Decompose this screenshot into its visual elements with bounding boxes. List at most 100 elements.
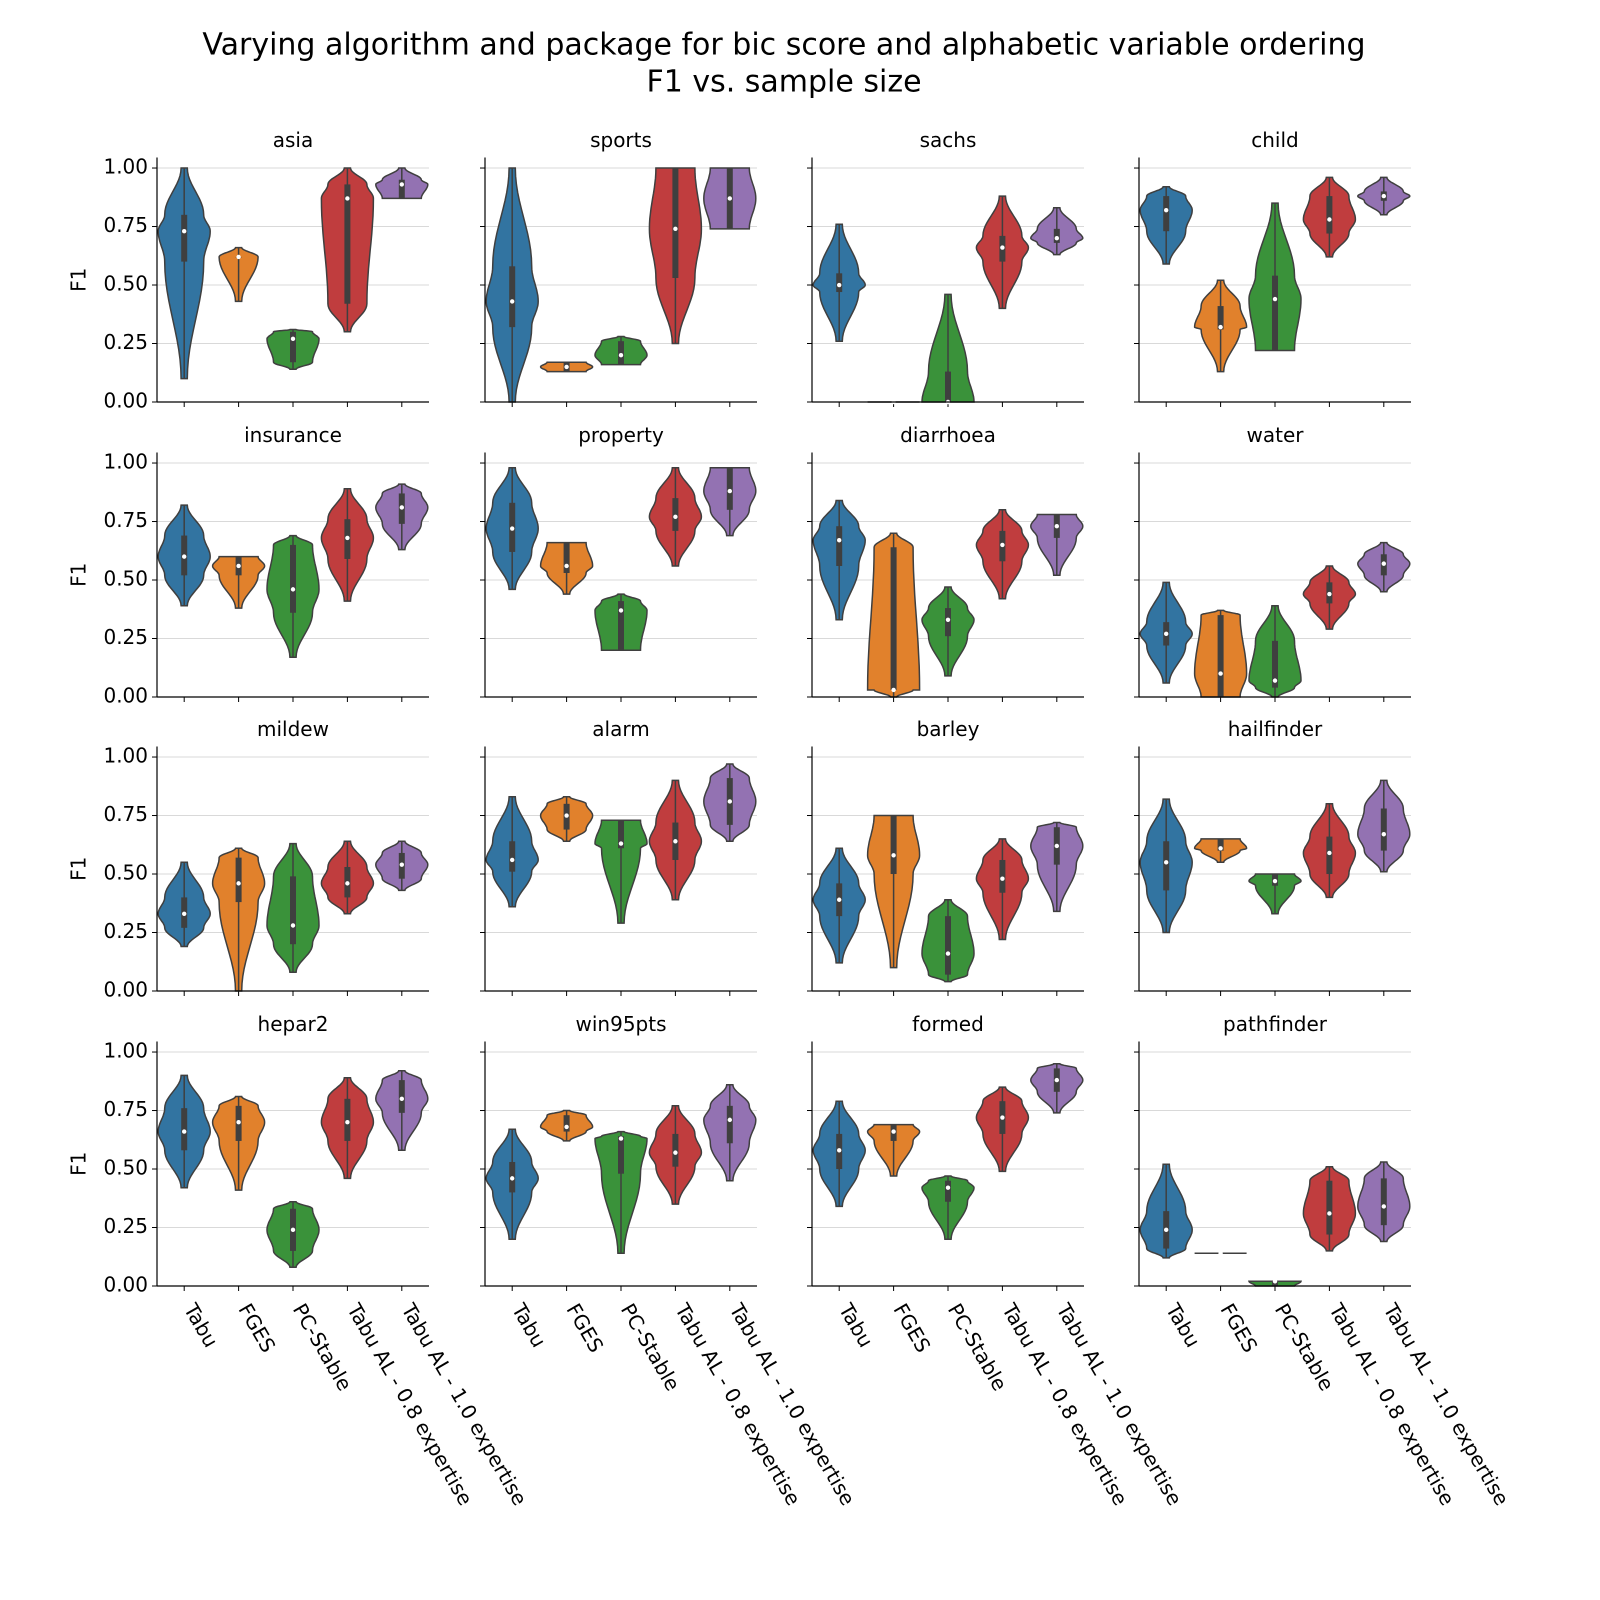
panel-title: diarrhoea bbox=[900, 423, 996, 447]
median bbox=[510, 857, 515, 863]
x-tick-label: Tabu bbox=[834, 1298, 879, 1351]
median bbox=[1381, 1204, 1387, 1209]
median bbox=[1164, 860, 1169, 865]
box bbox=[672, 1133, 679, 1167]
median bbox=[290, 336, 296, 342]
y-tick-label: 1.00 bbox=[103, 744, 148, 768]
box bbox=[836, 273, 843, 293]
y-tick-label: 0.25 bbox=[103, 1214, 148, 1238]
median bbox=[891, 1129, 896, 1134]
median bbox=[618, 353, 624, 358]
median bbox=[345, 1120, 350, 1125]
median bbox=[182, 1129, 187, 1134]
y-tick-label: 0.50 bbox=[103, 861, 148, 885]
box bbox=[344, 1098, 351, 1141]
box bbox=[890, 815, 897, 875]
box bbox=[509, 266, 516, 328]
median bbox=[1054, 524, 1060, 529]
box bbox=[999, 859, 1006, 893]
panel-title: water bbox=[1247, 423, 1305, 447]
y-tick-label: 0.25 bbox=[103, 919, 148, 943]
box bbox=[181, 214, 188, 262]
box bbox=[945, 1180, 951, 1202]
median bbox=[727, 196, 732, 201]
box bbox=[618, 601, 624, 651]
median bbox=[727, 1117, 732, 1123]
median bbox=[1218, 324, 1223, 330]
median bbox=[837, 538, 842, 543]
median bbox=[1381, 832, 1387, 837]
box bbox=[945, 916, 951, 975]
median bbox=[618, 608, 624, 613]
box bbox=[672, 498, 679, 531]
median bbox=[236, 1120, 241, 1125]
median bbox=[564, 563, 569, 569]
median bbox=[236, 563, 241, 569]
median bbox=[673, 1150, 678, 1155]
median bbox=[1054, 843, 1060, 849]
median bbox=[345, 196, 350, 201]
median bbox=[837, 897, 842, 902]
box bbox=[1326, 196, 1333, 234]
box bbox=[235, 857, 242, 903]
y-axis-label: F1 bbox=[67, 268, 91, 292]
panel-title: sports bbox=[590, 128, 652, 152]
box bbox=[563, 542, 570, 573]
box bbox=[618, 820, 624, 849]
median bbox=[1272, 678, 1278, 683]
box bbox=[509, 841, 516, 872]
box bbox=[398, 179, 405, 199]
median bbox=[236, 254, 241, 260]
panel-title: insurance bbox=[244, 423, 342, 447]
box bbox=[290, 544, 296, 613]
median bbox=[1000, 245, 1005, 250]
y-tick-label: 0.75 bbox=[103, 213, 148, 237]
box bbox=[890, 547, 897, 690]
y-tick-label: 1.00 bbox=[103, 155, 148, 179]
median bbox=[345, 535, 350, 541]
box bbox=[672, 168, 679, 278]
y-tick-label: 0.00 bbox=[103, 389, 148, 413]
y-tick-label: 0.50 bbox=[103, 272, 148, 296]
box bbox=[1163, 841, 1170, 891]
box bbox=[398, 1080, 405, 1113]
box bbox=[1326, 836, 1333, 875]
median bbox=[1327, 850, 1332, 856]
median bbox=[1272, 296, 1278, 302]
median bbox=[1000, 1115, 1005, 1120]
y-tick-label: 0.75 bbox=[103, 508, 148, 532]
median bbox=[182, 229, 187, 234]
median bbox=[1327, 1211, 1332, 1216]
y-tick-label: 0.75 bbox=[103, 802, 148, 826]
panel-title: hepar2 bbox=[258, 1012, 329, 1036]
median bbox=[1218, 1251, 1223, 1256]
panel-title: formed bbox=[912, 1012, 984, 1036]
median bbox=[1000, 876, 1005, 881]
box bbox=[181, 1108, 188, 1151]
median bbox=[673, 514, 678, 520]
panel-title: hailfinder bbox=[1228, 717, 1323, 741]
y-tick-label: 0.75 bbox=[103, 1097, 148, 1121]
median bbox=[564, 813, 569, 818]
box bbox=[1380, 808, 1387, 851]
x-tick-label: FGES bbox=[1216, 1299, 1263, 1356]
box bbox=[1217, 615, 1224, 697]
median bbox=[1381, 561, 1387, 566]
box bbox=[726, 1105, 733, 1144]
median bbox=[1164, 631, 1169, 637]
box bbox=[1272, 275, 1278, 351]
median bbox=[1054, 1077, 1060, 1083]
panel-title: asia bbox=[273, 128, 314, 152]
panel-title: alarm bbox=[592, 717, 649, 741]
panel-title: sachs bbox=[920, 128, 977, 152]
panel-title: barley bbox=[917, 717, 980, 741]
box bbox=[1380, 1178, 1387, 1226]
median bbox=[182, 554, 187, 559]
median bbox=[345, 881, 350, 886]
median bbox=[945, 951, 951, 956]
median bbox=[510, 526, 515, 531]
box bbox=[1272, 1281, 1278, 1286]
median bbox=[399, 182, 404, 187]
box bbox=[726, 467, 733, 510]
